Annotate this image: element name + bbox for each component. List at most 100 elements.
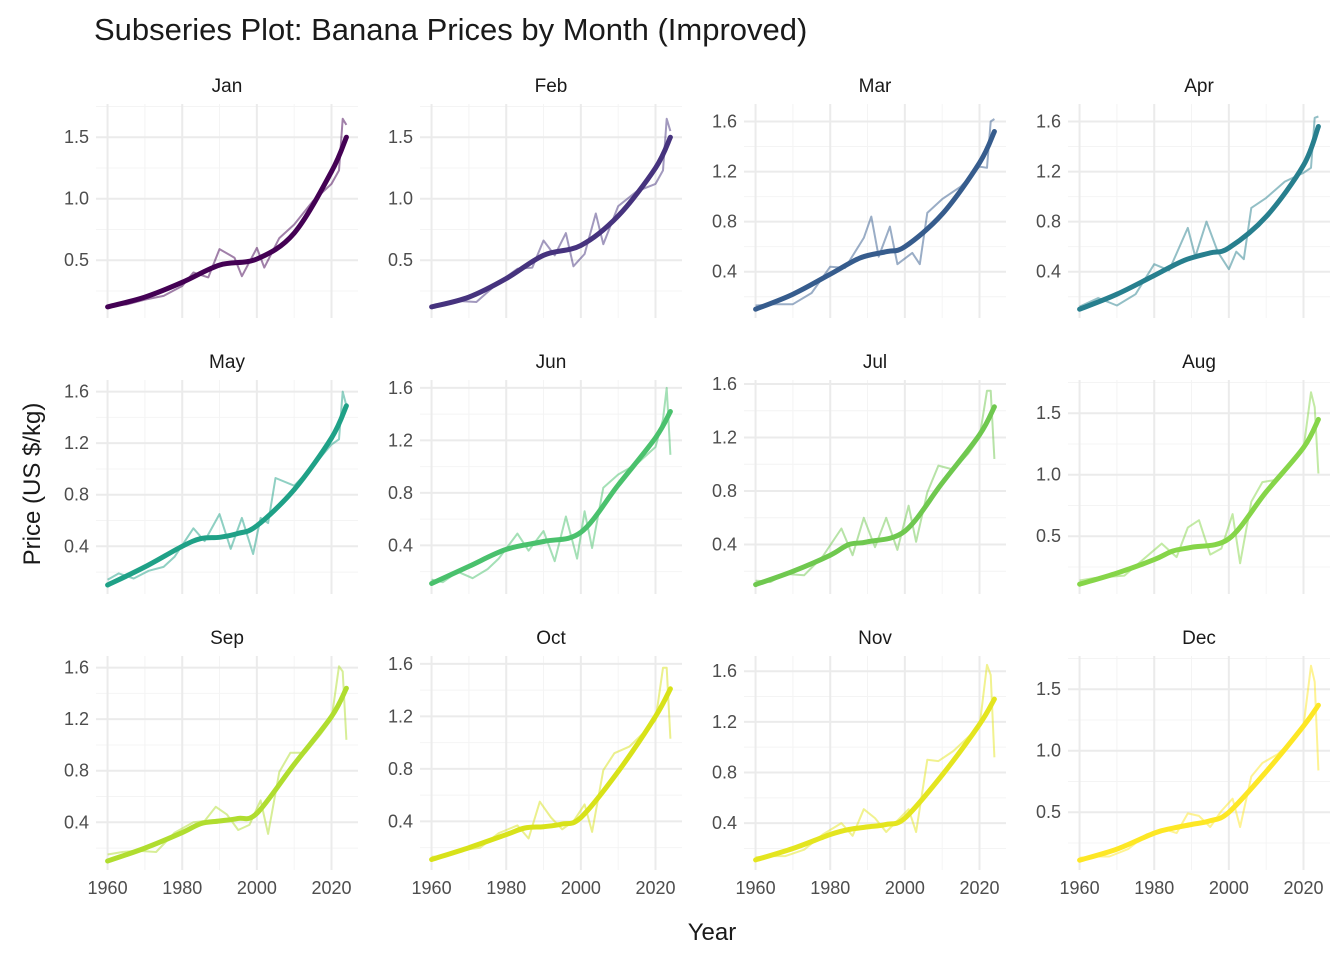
trend-line-jul: [753, 404, 997, 588]
y-tick-label: 1.2: [388, 706, 413, 726]
y-tick-label: 1.2: [712, 712, 737, 732]
x-tick-label: 1980: [810, 878, 850, 898]
strip-label-sep: Sep: [210, 628, 244, 649]
strip-label-mar: Mar: [859, 76, 892, 97]
observed-line-apr: [1079, 115, 1319, 308]
y-tick-label: 0.5: [64, 250, 89, 270]
y-tick-label: 0.8: [388, 483, 413, 503]
y-tick-label: 0.8: [64, 761, 89, 781]
y-tick-label: 0.4: [712, 262, 737, 282]
observed-line-aug: [1079, 391, 1320, 582]
y-tick-label: 1.6: [712, 661, 737, 681]
y-tick-label: 1.6: [1036, 112, 1061, 132]
y-tick-label: 1.2: [1036, 162, 1061, 182]
y-tick-label: 1.6: [712, 374, 737, 394]
trend-line-apr: [1077, 124, 1321, 312]
y-tick-label: 0.8: [712, 762, 737, 782]
x-tick-label: 1980: [1134, 878, 1174, 898]
y-tick-label: 0.5: [1036, 802, 1061, 822]
chart-title: Subseries Plot: Banana Prices by Month (…: [94, 12, 807, 47]
x-tick-label: 1960: [1060, 878, 1100, 898]
strip-label-may: May: [209, 352, 245, 373]
y-tick-label: 1.5: [64, 127, 89, 147]
x-tick-label: 2000: [1209, 878, 1249, 898]
y-tick-label: 1.0: [388, 189, 413, 209]
strip-label-jan: Jan: [212, 76, 243, 97]
y-tick-label: 1.6: [388, 378, 413, 398]
strip-label-feb: Feb: [535, 76, 568, 97]
x-tick-label: 1960: [88, 878, 128, 898]
y-tick-label: 0.8: [1036, 212, 1061, 232]
observed-line-sep: [107, 665, 348, 856]
panel-aug: Aug 0.5 1.0 1.5: [1036, 352, 1330, 594]
y-tick-label: 1.6: [388, 654, 413, 674]
y-axis-title: Price (US $/kg): [19, 403, 46, 566]
y-tick-label: 1.5: [1036, 403, 1061, 423]
trend-line-jan: [105, 134, 349, 310]
y-tick-label: 1.0: [1036, 465, 1061, 485]
y-tick-label: 1.2: [712, 428, 737, 448]
y-tick-label: 1.2: [64, 433, 89, 453]
strip-label-jul: Jul: [863, 352, 887, 373]
panel-oct: Oct 0.4 0.8 1.2 1.6 1960 1980 2000 2020: [388, 628, 682, 898]
trend-line-nov: [753, 696, 997, 863]
x-tick-label: 2020: [1283, 878, 1323, 898]
panel-jun: Jun 0.4 0.8 1.2 1.6: [388, 352, 682, 594]
y-tick-label: 0.5: [388, 250, 413, 270]
x-tick-label: 1980: [486, 878, 526, 898]
y-tick-label: 1.6: [64, 382, 89, 402]
observed-line-oct: [431, 666, 672, 858]
observed-line-may: [107, 390, 348, 581]
y-tick-label: 0.4: [388, 535, 413, 555]
panel-jul: Jul 0.4 0.8 1.2 1.6: [712, 352, 1006, 594]
x-tick-label: 2000: [237, 878, 277, 898]
y-tick-label: 0.4: [1036, 262, 1061, 282]
trend-line-dec: [1077, 702, 1321, 863]
observed-line-dec: [1079, 664, 1320, 859]
x-tick-label: 1980: [162, 878, 202, 898]
trend-line-oct: [429, 686, 673, 862]
y-tick-label: 0.4: [712, 813, 737, 833]
trend-line-jun: [429, 409, 673, 586]
strip-label-oct: Oct: [536, 628, 566, 649]
panel-nov: Nov 0.4 0.8 1.2 1.6 1960 1980 2000 2020: [712, 628, 1006, 898]
observed-line-jan: [107, 117, 348, 307]
panel-jan: Jan 0.5 1.0 1.5: [64, 76, 358, 318]
y-tick-label: 1.5: [1036, 679, 1061, 699]
trend-line-feb: [429, 134, 673, 310]
strip-label-nov: Nov: [858, 628, 892, 649]
x-tick-label: 1960: [412, 878, 452, 898]
y-tick-label: 0.8: [712, 481, 737, 501]
x-tick-label: 2020: [959, 878, 999, 898]
panel-mar: Mar 0.4 0.8 1.2 1.6: [712, 76, 1006, 318]
y-tick-label: 0.8: [712, 212, 737, 232]
y-tick-label: 1.2: [712, 162, 737, 182]
y-tick-label: 0.8: [388, 759, 413, 779]
strip-label-aug: Aug: [1182, 352, 1216, 373]
y-tick-label: 1.5: [388, 127, 413, 147]
panel-feb: Feb 0.5 1.0 1.5: [388, 76, 682, 318]
y-tick-label: 1.0: [64, 189, 89, 209]
y-tick-label: 1.6: [64, 658, 89, 678]
strip-label-dec: Dec: [1182, 628, 1216, 649]
y-tick-label: 1.0: [1036, 741, 1061, 761]
observed-line-feb: [431, 117, 672, 307]
y-tick-label: 0.5: [1036, 526, 1061, 546]
y-tick-label: 0.8: [64, 485, 89, 505]
panel-may: May 0.4 0.8 1.2 1.6: [64, 352, 358, 594]
x-axis-title: Year: [688, 919, 737, 946]
y-tick-label: 1.2: [64, 709, 89, 729]
y-tick-label: 0.4: [712, 535, 737, 555]
y-tick-label: 1.6: [712, 112, 737, 132]
y-tick-label: 0.4: [64, 812, 89, 832]
x-tick-label: 2020: [635, 878, 675, 898]
y-tick-label: 1.2: [388, 430, 413, 450]
trend-line-sep: [105, 685, 349, 864]
panel-apr: Apr 0.4 0.8 1.2 1.6: [1036, 76, 1330, 318]
strip-label-apr: Apr: [1184, 76, 1214, 97]
observed-line-jun: [431, 386, 672, 584]
x-tick-label: 2000: [561, 878, 601, 898]
trend-line-may: [105, 403, 349, 588]
x-tick-label: 1960: [736, 878, 776, 898]
